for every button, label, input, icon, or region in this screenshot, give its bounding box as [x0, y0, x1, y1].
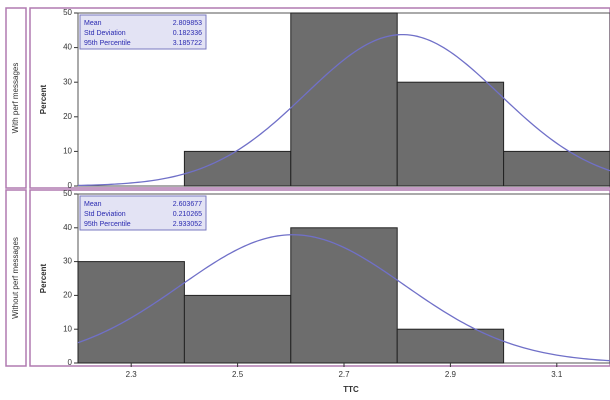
stats-label: Mean [84, 201, 102, 208]
histogram-panel-2: Without perf messages Percent 0 10 20 30 40 50 M… [5, 189, 610, 367]
x-tick-label: 2.9 [445, 370, 457, 379]
y-tick-label: 20 [63, 112, 72, 121]
stats-box [79, 195, 207, 231]
stats-value: 0.182336 [173, 30, 202, 37]
x-tick-label: 3.1 [551, 370, 563, 379]
normal-fit-curve [77, 33, 610, 187]
y-tick-label: 10 [63, 147, 72, 156]
histogram-bar [290, 227, 398, 364]
y-tick-label: 50 [63, 8, 72, 17]
stats-label: Mean [84, 20, 102, 27]
y-tick-label: 30 [63, 257, 72, 266]
x-axis-title: TTC [343, 385, 359, 394]
stats-value: 2.603677 [173, 201, 202, 208]
normal-fit-curve [77, 234, 610, 362]
panel-label: With perf messages [11, 63, 20, 134]
panel-label-box [5, 7, 27, 189]
stats-label: 95th Percentile [84, 221, 131, 228]
stats-label: 95th Percentile [84, 40, 131, 47]
y-axis-title: Percent [39, 263, 48, 293]
panel-label-box [5, 189, 27, 367]
stats-label: Std Deviation [84, 211, 126, 218]
x-tick-label: 2.7 [338, 370, 350, 379]
histogram-bar [290, 12, 398, 187]
histogram-bar [396, 328, 505, 364]
stats-value: 2.933052 [173, 221, 202, 228]
stats-label: Std Deviation [84, 30, 126, 37]
histogram-bar [396, 81, 505, 187]
y-tick-label: 10 [63, 324, 72, 333]
histogram-bar [183, 294, 292, 364]
x-tick-label: 2.3 [126, 370, 138, 379]
stats-value: 2.809853 [173, 20, 202, 27]
stats-box [79, 14, 207, 50]
y-axis-title: Percent [39, 84, 48, 114]
panel-label: Without perf messages [11, 237, 20, 319]
stats-value: 0.210265 [173, 211, 202, 218]
stats-value: 3.185722 [173, 40, 202, 47]
y-tick-label: 50 [63, 189, 72, 198]
y-tick-label: 40 [63, 223, 72, 232]
histogram-bar [503, 150, 610, 187]
y-tick-label: 0 [68, 181, 73, 190]
histogram-bar [77, 261, 185, 364]
y-tick-label: 20 [63, 291, 72, 300]
x-tick-label: 2.5 [232, 370, 244, 379]
y-tick-label: 0 [68, 358, 73, 367]
y-tick-label: 40 [63, 43, 72, 52]
histogram-panel-1: With perf messages Percent 0 10 20 30 40 50 Mean… [5, 7, 610, 190]
y-tick-label: 30 [63, 77, 72, 86]
